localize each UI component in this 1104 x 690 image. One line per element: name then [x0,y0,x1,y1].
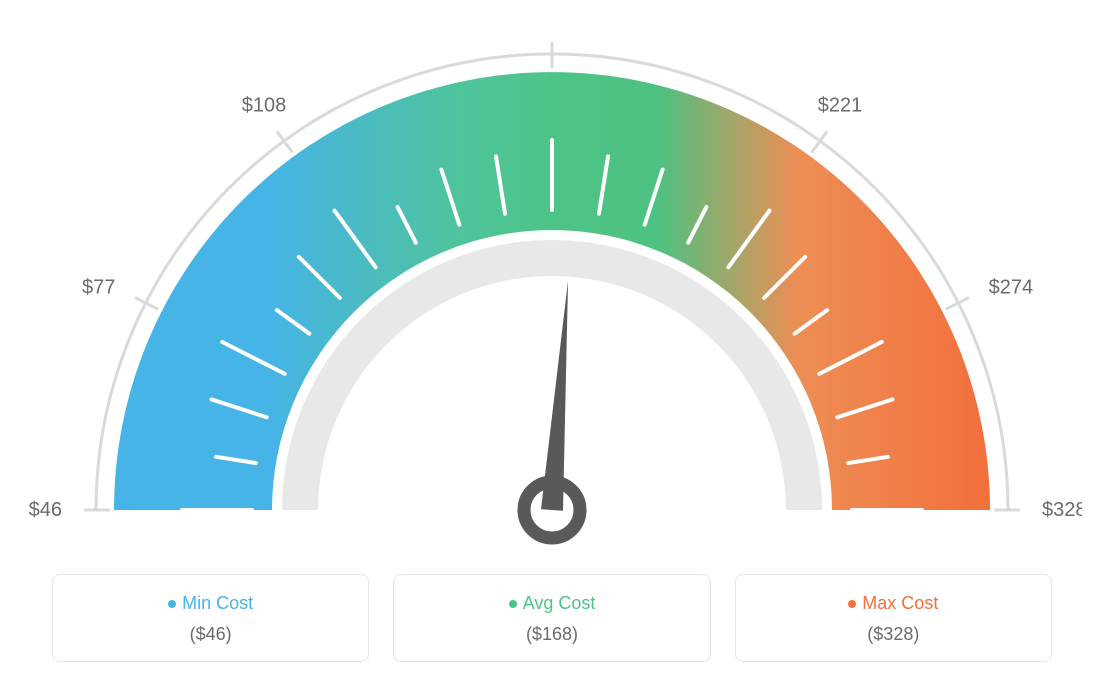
gauge-tick-label: $46 [29,499,62,521]
legend-max-label: Max Cost [862,593,938,613]
gauge-tick-label: $328 [1042,499,1082,521]
legend-avg-title: Avg Cost [406,593,697,614]
legend-card-avg: Avg Cost ($168) [393,574,710,662]
gauge-chart: $46$77$108$168$221$274$328 [22,20,1082,550]
gauge-tick-label: $274 [989,277,1034,299]
legend-card-min: Min Cost ($46) [52,574,369,662]
legend-min-title: Min Cost [65,593,356,614]
legend-row: Min Cost ($46) Avg Cost ($168) Max Cost … [52,574,1052,662]
legend-max-title: Max Cost [748,593,1039,614]
gauge-tick-label: $108 [242,95,287,117]
legend-max-dot [848,600,856,608]
legend-min-dot [168,600,176,608]
legend-min-label: Min Cost [182,593,253,613]
gauge-tick-label: $221 [818,95,863,117]
legend-avg-dot [509,600,517,608]
gauge-tick-label: $77 [82,277,115,299]
legend-max-value: ($328) [748,624,1039,645]
gauge-svg: $46$77$108$168$221$274$328 [22,20,1082,550]
legend-card-max: Max Cost ($328) [735,574,1052,662]
legend-min-value: ($46) [65,624,356,645]
legend-avg-label: Avg Cost [523,593,596,613]
legend-avg-value: ($168) [406,624,697,645]
